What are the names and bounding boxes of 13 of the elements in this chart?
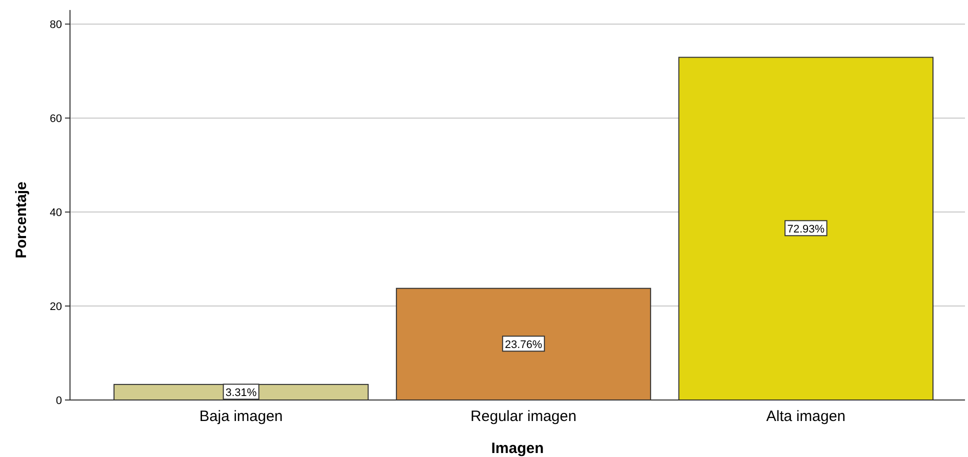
x-tick-label: Regular imagen	[470, 408, 576, 425]
y-tick-label: 40	[50, 207, 62, 220]
x-tick-label: Baja imagen	[199, 408, 283, 425]
y-tick-label: 80	[50, 19, 62, 32]
data-label: 3.31%	[225, 387, 257, 400]
y-tick-label: 20	[50, 301, 62, 314]
y-tick-label: 60	[50, 113, 62, 126]
data-label: 23.76%	[504, 339, 542, 352]
x-tick-label: Alta imagen	[766, 408, 846, 425]
y-axis-title: Porcentaje	[13, 182, 30, 258]
data-label: 72.93%	[787, 224, 825, 236]
y-tick-label: 0	[56, 395, 62, 407]
x-axis-title: Imagen	[491, 440, 544, 457]
